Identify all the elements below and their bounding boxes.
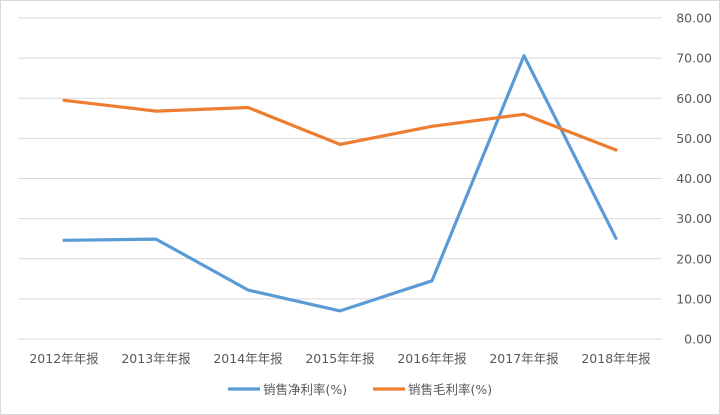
y-tick-label: 0.00 [684, 332, 712, 347]
y-axis: 0.00 10.00 20.00 30.00 40.00 50.00 60.00 70.00 8… [676, 11, 712, 347]
y-tick-label: 50.00 [676, 131, 712, 146]
x-tick-label: 2012年年报 [29, 351, 99, 366]
legend: 销售净利率(%) 销售毛利率(%) [228, 382, 492, 397]
y-tick-label: 10.00 [676, 291, 712, 306]
x-tick-label: 2014年年报 [213, 351, 283, 366]
gridlines [18, 17, 662, 340]
y-tick-label: 40.00 [676, 171, 712, 186]
y-tick-label: 20.00 [676, 251, 712, 266]
x-tick-label: 2015年年报 [305, 351, 375, 366]
x-tick-label: 2016年年报 [397, 351, 467, 366]
y-tick-label: 80.00 [676, 11, 712, 26]
legend-label: 销售净利率(%) [263, 382, 347, 397]
y-tick-label: 30.00 [676, 211, 712, 226]
x-tick-label: 2017年年报 [489, 351, 559, 366]
legend-label: 销售毛利率(%) [408, 382, 492, 397]
x-tick-label: 2013年年报 [121, 351, 191, 366]
x-axis: 2012年年报 2013年年报 2014年年报 2015年年报 2016年年报 2017年… [29, 351, 651, 366]
series-line-1 [62, 98, 618, 152]
y-tick-label: 70.00 [676, 51, 712, 66]
x-tick-label: 2018年年报 [581, 351, 651, 366]
series-line-0 [62, 54, 618, 313]
y-tick-label: 60.00 [676, 91, 712, 106]
